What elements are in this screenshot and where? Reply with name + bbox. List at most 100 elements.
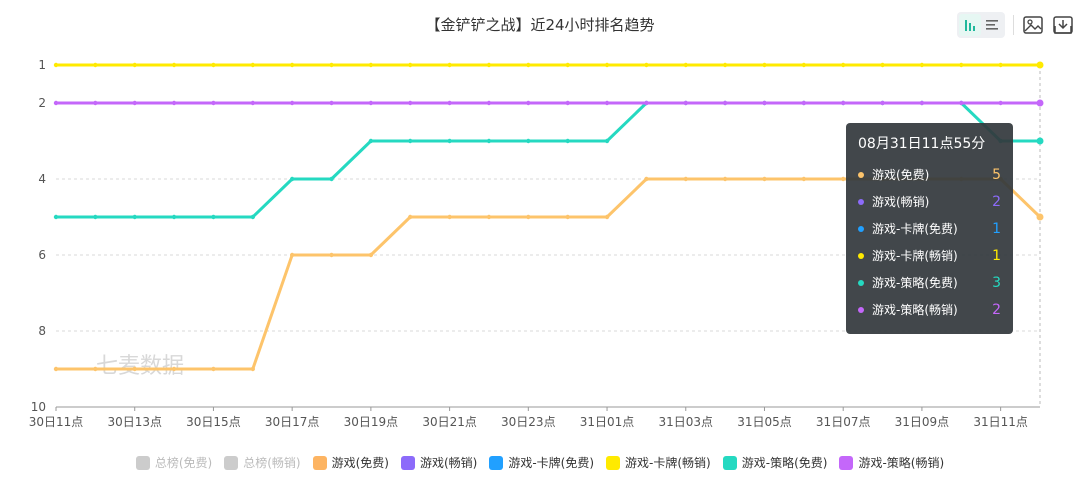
tooltip-series-value: 5 [992, 166, 1001, 183]
data-point [565, 214, 570, 220]
toolbar-divider [1013, 15, 1014, 35]
data-point [959, 62, 964, 68]
data-point [289, 176, 295, 182]
bar-chart-icon[interactable] [959, 14, 981, 36]
data-point [919, 62, 925, 68]
series-dot-icon [858, 279, 864, 286]
data-point [447, 62, 452, 68]
data-point [132, 100, 137, 106]
y-tick-label: 8 [38, 324, 46, 338]
tooltip-series-name: 游戏-策略(畅销) [872, 303, 958, 317]
legend-swatch-icon [312, 455, 327, 470]
data-point [447, 138, 452, 144]
legend-swatch-icon [606, 455, 621, 470]
data-point [526, 214, 531, 220]
data-point [368, 100, 374, 106]
data-point [171, 366, 177, 372]
legend-item[interactable]: 总榜(免费) [135, 454, 213, 471]
data-point [762, 176, 767, 182]
data-point [486, 138, 492, 144]
data-point [368, 252, 374, 258]
data-point [880, 62, 885, 68]
tooltip-series-value: 2 [992, 301, 1001, 318]
tooltip-row: 游戏-卡牌(畅销) 1 [858, 242, 1001, 269]
y-tick-label: 10 [31, 400, 46, 414]
data-point [93, 62, 98, 68]
data-point [565, 138, 570, 144]
x-tick-label: 31日01点 [580, 415, 635, 429]
data-point [211, 62, 216, 68]
data-point [604, 62, 610, 68]
data-point [841, 100, 846, 106]
legend-item[interactable]: 总榜(畅销) [224, 454, 301, 471]
data-point [604, 100, 610, 106]
y-tick-label: 6 [38, 248, 46, 262]
data-point [93, 214, 98, 220]
data-point [762, 62, 767, 68]
x-tick-label: 31日07点 [816, 415, 871, 429]
data-point [526, 138, 531, 144]
data-point [604, 214, 610, 220]
series-dot-icon [858, 171, 864, 178]
chart-title: 【金铲铲之战】近24小时排名趋势 [425, 16, 655, 34]
tooltip-row: 游戏-策略(畅销) 2 [858, 296, 1001, 323]
data-point [368, 138, 374, 144]
data-point [132, 366, 137, 372]
tooltip-series-name: 游戏-卡牌(免费) [872, 222, 958, 236]
tooltip-row: 游戏-卡牌(免费) 1 [858, 215, 1001, 242]
list-icon[interactable] [981, 14, 1003, 36]
legend-label: 游戏(畅销) [419, 456, 478, 470]
data-point [959, 100, 964, 106]
data-point [408, 214, 413, 220]
data-point [408, 100, 413, 106]
tooltip-series-value: 2 [992, 193, 1001, 210]
tooltip-series-value: 1 [992, 247, 1001, 264]
data-point [329, 252, 334, 258]
data-point [801, 176, 807, 182]
legend-item[interactable]: 游戏-策略(畅销) [839, 454, 944, 471]
data-point [644, 176, 649, 182]
legend-item[interactable]: 游戏(免费) [312, 454, 389, 471]
tooltip-row: 游戏(免费) 5 [858, 161, 1001, 188]
legend-swatch-icon [722, 455, 737, 470]
data-point [604, 138, 610, 144]
data-point [998, 100, 1003, 106]
legend-item[interactable]: 游戏(畅销) [400, 454, 478, 471]
legend-item[interactable]: 游戏-卡牌(畅销) [606, 454, 711, 471]
data-point [250, 62, 255, 68]
legend-label: 游戏-卡牌(免费) [508, 456, 595, 470]
data-point [998, 62, 1003, 68]
data-point [1036, 61, 1044, 69]
x-tick-label: 30日19点 [344, 415, 399, 429]
legend-label: 总榜(免费) [154, 456, 213, 470]
save-image-icon[interactable] [1022, 14, 1044, 36]
data-point [447, 100, 452, 106]
data-point [644, 100, 649, 106]
data-point [171, 100, 177, 106]
legend-swatch-icon [224, 455, 239, 470]
chart-toolbar [957, 12, 1074, 38]
data-point [683, 62, 688, 68]
x-tick-label: 30日17点 [265, 415, 320, 429]
y-tick-label: 1 [38, 58, 46, 72]
data-point [801, 62, 807, 68]
data-point [408, 138, 413, 144]
data-point [722, 100, 728, 106]
legend-item[interactable]: 游戏-卡牌(免费) [489, 454, 594, 471]
data-point [526, 62, 531, 68]
data-point [211, 366, 216, 372]
legend-item[interactable]: 游戏-策略(免费) [722, 454, 827, 471]
download-icon[interactable] [1052, 14, 1074, 36]
data-point [841, 176, 846, 182]
data-tooltip: 08月31日11点55分 游戏(免费) 5 游戏(畅销) 2 游戏-卡牌(免费) 1 游戏-… [846, 123, 1013, 334]
tooltip-series-value: 1 [992, 220, 1001, 237]
legend-label: 总榜(畅销) [243, 456, 301, 470]
x-tick-label: 30日11点 [29, 415, 84, 429]
data-point [841, 62, 846, 68]
data-point [1036, 137, 1044, 145]
tooltip-series-name: 游戏(免费) [872, 168, 930, 182]
data-point [683, 100, 688, 106]
data-point [211, 100, 216, 106]
data-point [722, 62, 728, 68]
legend-label: 游戏-策略(畅销) [858, 456, 945, 470]
